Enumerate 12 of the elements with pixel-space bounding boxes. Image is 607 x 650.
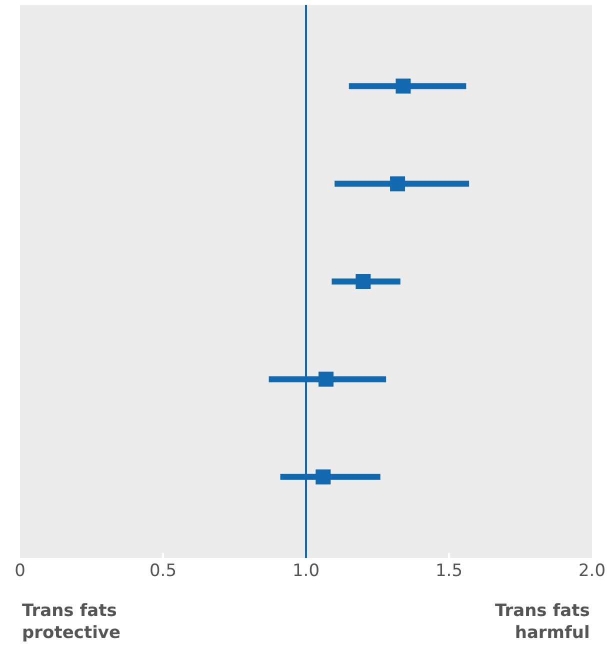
point (396, 78, 411, 94)
point (356, 274, 371, 289)
point (316, 469, 331, 484)
x-tick-label: 1.0 (292, 561, 320, 581)
x-tick-label: 0.5 (149, 561, 177, 581)
x-tick-label: 1.5 (435, 561, 463, 581)
x-tick-label: 0 (14, 561, 26, 581)
x-tick-label: 2.0 (578, 561, 606, 581)
point (390, 176, 406, 192)
text: Trans fats harmful (495, 601, 590, 644)
text: Trans fats protective (22, 601, 121, 644)
point (318, 372, 334, 387)
